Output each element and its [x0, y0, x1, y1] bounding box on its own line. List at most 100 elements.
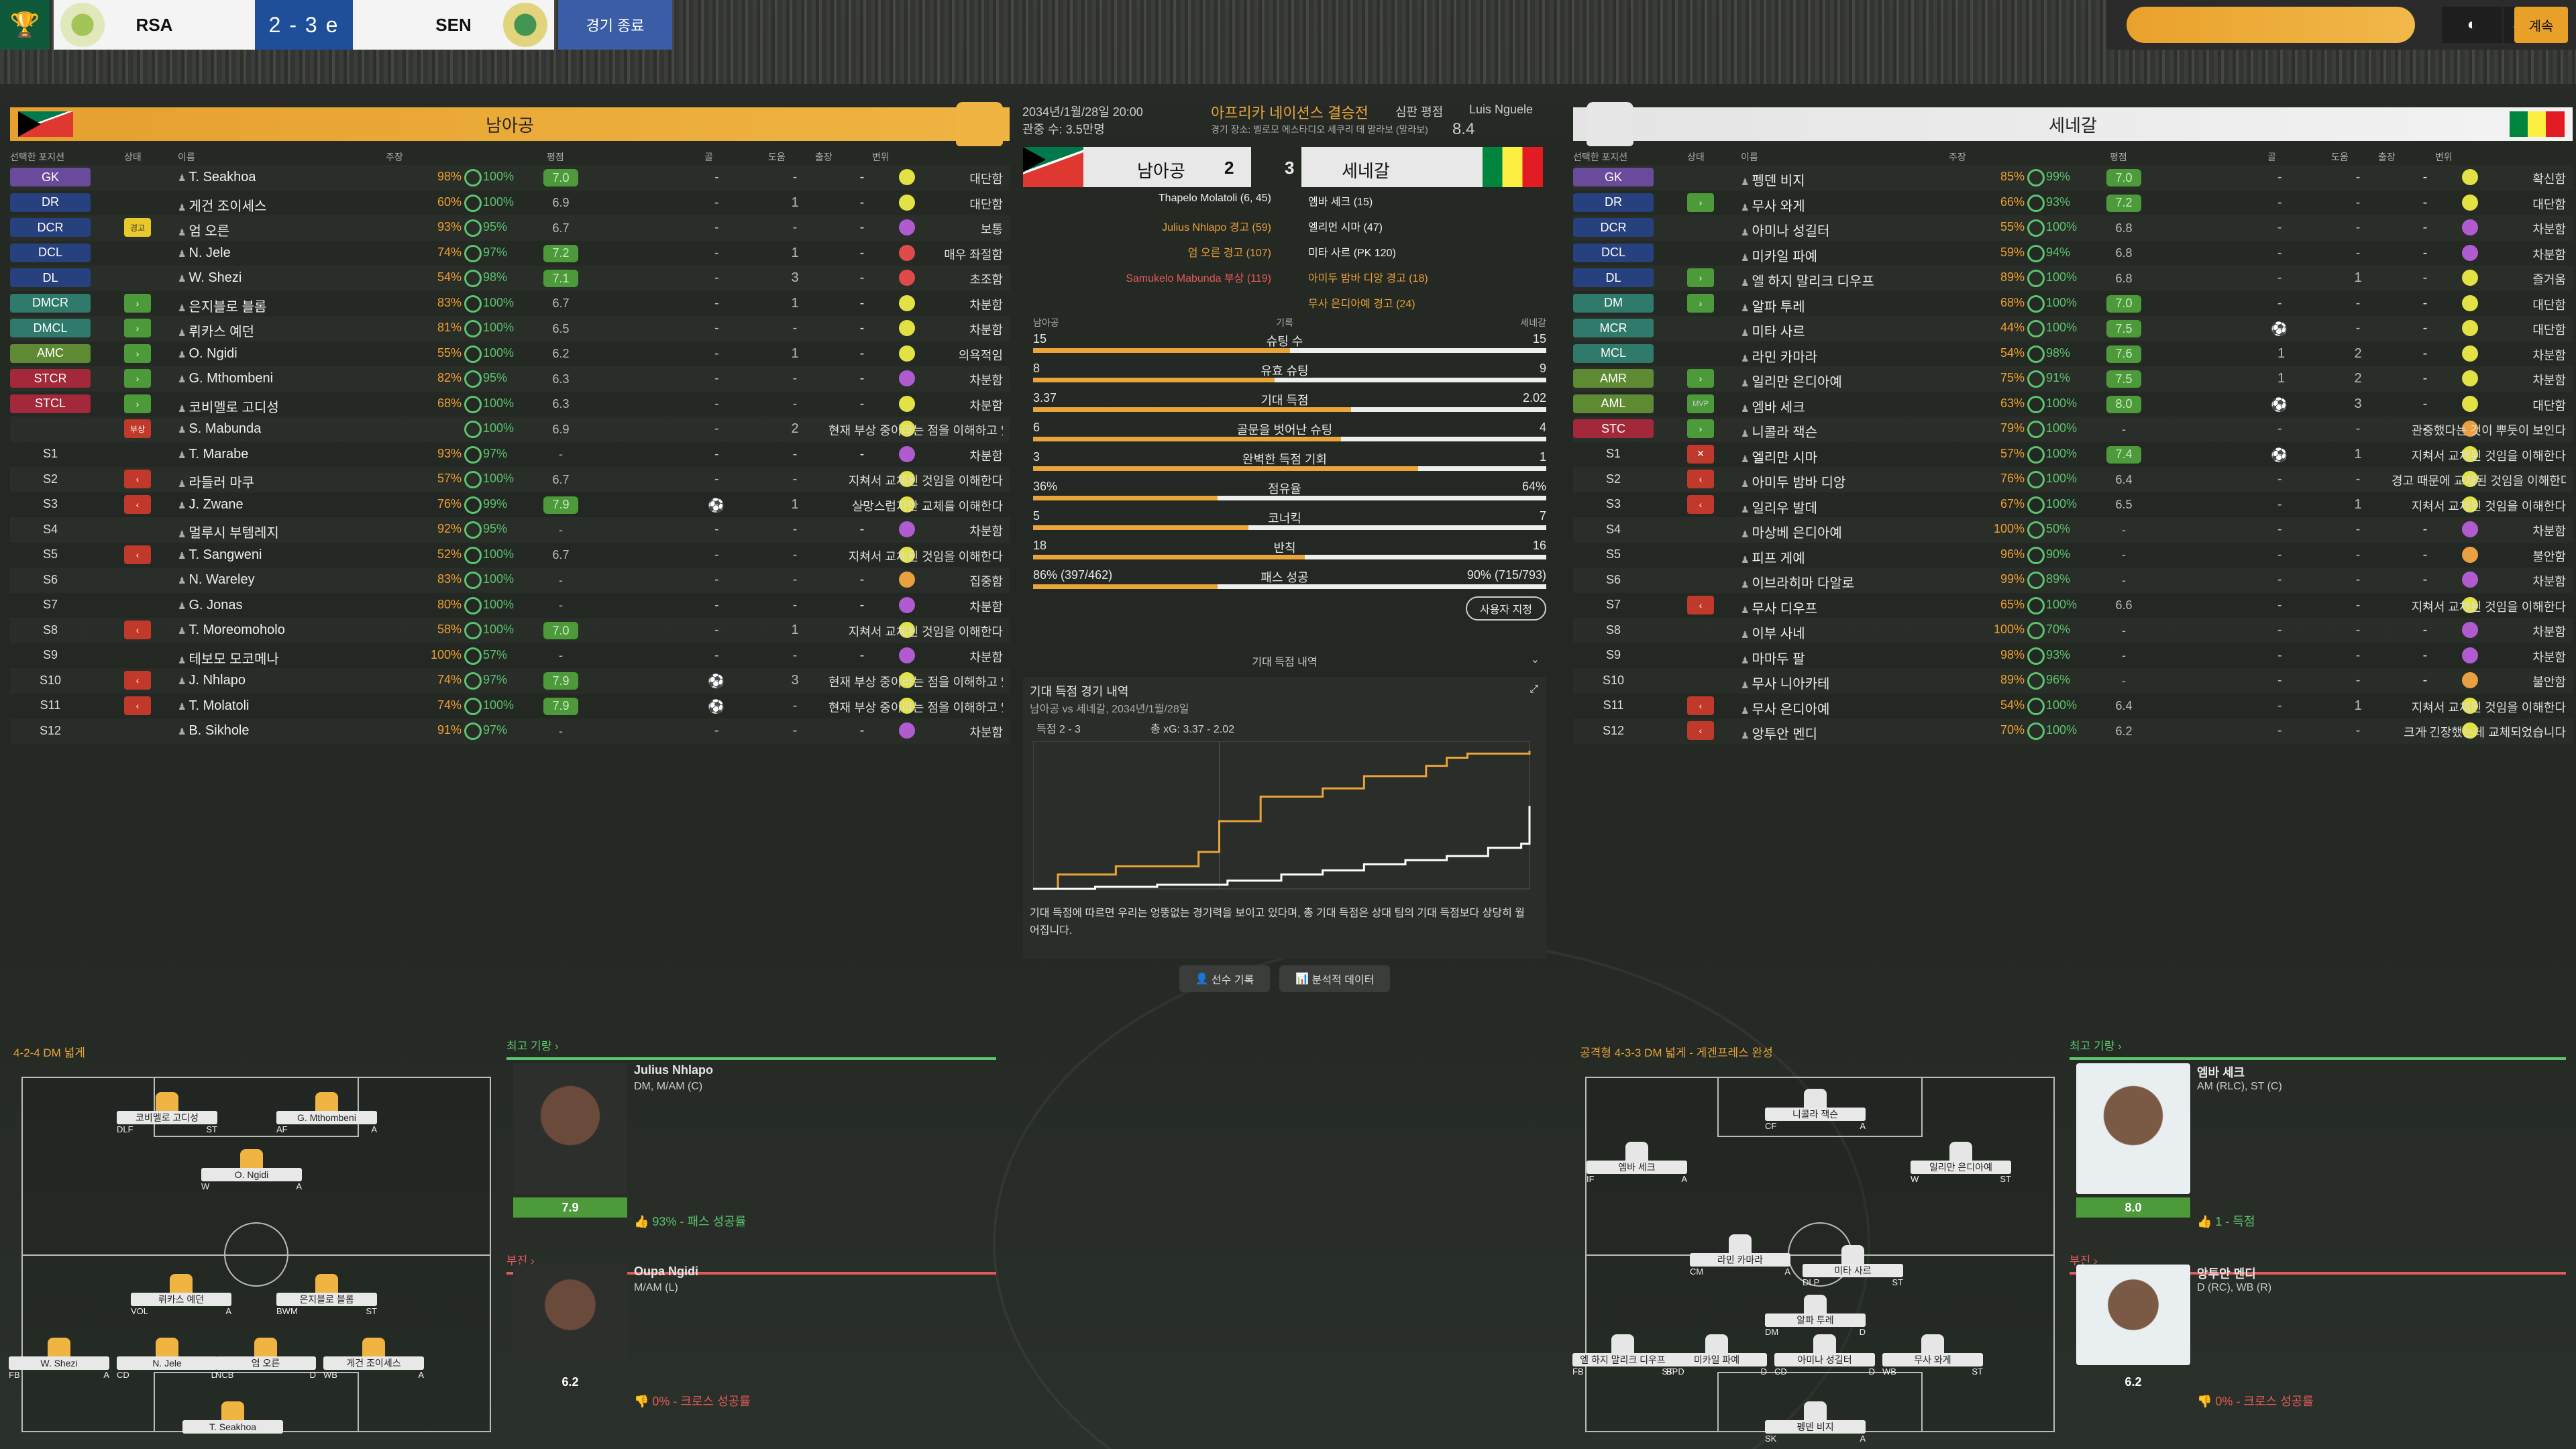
player-token[interactable]: 코비멜로 고디성 DLF ST	[117, 1092, 217, 1135]
player-row[interactable]: S5 피프 게예 96% 90% - - - - 불안함	[1573, 543, 2573, 568]
column-header[interactable]: 변위	[872, 152, 890, 162]
best-label[interactable]: 최고 기량 ›	[2070, 1040, 2122, 1053]
player-name[interactable]: 마상베 은디아예	[1741, 522, 1841, 541]
player-row[interactable]: GK 펭덴 비지 85% 99% 7.0 - - - 확신함	[1573, 165, 2573, 191]
player-row[interactable]: S9 테보모 모코메나 100% 57% - - - - 차분함	[10, 643, 1010, 669]
player-token[interactable]: 미타 사르 DLP ST	[1803, 1245, 1903, 1288]
player-row[interactable]: DCL 미카일 파예 59% 94% 6.8 - - - 차분함	[1573, 241, 2573, 266]
player-token[interactable]: 알파 투레 DM D	[1765, 1295, 1866, 1338]
status-badge[interactable]: ‹	[124, 494, 151, 514]
column-header[interactable]: 주장	[1949, 152, 1966, 162]
column-header[interactable]: 상태	[124, 152, 142, 162]
status-badge[interactable]: ‹	[124, 545, 151, 564]
match-speed-bar[interactable]	[2127, 7, 2415, 43]
column-header[interactable]: 이름	[178, 152, 195, 162]
column-header[interactable]: 골	[2267, 152, 2276, 162]
player-name[interactable]: 무사 와게	[1741, 195, 1805, 215]
player-name[interactable]: T. Sangweni	[178, 547, 262, 563]
player-token[interactable]: N. Jele CD D	[117, 1337, 217, 1381]
player-name[interactable]: 엘리만 시마	[1741, 447, 1817, 466]
player-name[interactable]: J. Zwane	[178, 497, 243, 513]
player-name[interactable]: G. Jonas	[178, 598, 242, 613]
away-team-box[interactable]: SEN	[353, 0, 554, 50]
player-name[interactable]: W. Shezi	[178, 270, 241, 286]
column-header[interactable]: 상태	[1687, 152, 1705, 162]
player-name[interactable]: 엄 오른	[178, 220, 229, 239]
player-row[interactable]: S1 T. Marabe 93% 97% - - - - 차분함	[10, 442, 1010, 468]
player-name[interactable]: T. Moreomoholo	[178, 623, 284, 638]
player-name[interactable]: 무사 디우프	[1741, 598, 1817, 617]
column-header[interactable]: 변위	[2435, 152, 2453, 162]
player-token[interactable]: 게건 조이세스 WB A	[323, 1337, 424, 1381]
player-name[interactable]: 이브라히마 다알로	[1741, 572, 1854, 592]
column-header[interactable]: 선택한 포지션	[10, 152, 65, 162]
status-badge[interactable]: 부상	[124, 419, 151, 438]
player-name[interactable]: 알파 투레	[1741, 296, 1805, 315]
column-header[interactable]: 출장	[815, 152, 833, 162]
player-name[interactable]: 아미나 성길터	[1741, 220, 1829, 239]
player-name[interactable]: 뤼카스 예던	[178, 321, 254, 340]
player-token[interactable]: 엄 오른 NCB D	[215, 1337, 316, 1381]
player-token[interactable]: 라민 카마라 CM A	[1690, 1234, 1790, 1277]
player-token[interactable]: 뤼카스 예던 VOL A	[131, 1273, 231, 1317]
status-badge[interactable]: ›	[124, 343, 151, 363]
player-name[interactable]: 일리만 은디아예	[1741, 371, 1841, 390]
status-badge[interactable]: ‹	[1687, 721, 1714, 740]
player-token[interactable]: T. Seakhoa	[182, 1401, 283, 1444]
player-row[interactable]: DMCL › 뤼카스 예던 81% 100% 6.5 - - - 차분함	[10, 316, 1010, 341]
expand-icon[interactable]: ⤢	[1529, 684, 1538, 695]
status-badge[interactable]: ›	[124, 369, 151, 388]
player-name[interactable]: T. Molatoli	[178, 698, 249, 714]
player-row[interactable]: STCR › G. Mthombeni 82% 95% 6.3 - - - 차분함	[10, 366, 1010, 392]
player-name[interactable]: 앙투안 멘디	[1741, 723, 1817, 743]
player-name[interactable]: N. Wareley	[178, 572, 254, 588]
player-row[interactable]: S12 B. Sikhole 91% 97% - - - - 차분함	[10, 718, 1010, 744]
analysis-button[interactable]: 📊 분석적 데이터	[1279, 965, 1391, 992]
continue-button[interactable]: 계속	[2514, 7, 2568, 43]
player-name[interactable]: 마마두 팔	[1741, 648, 1805, 667]
player-row[interactable]: GK T. Seakhoa 98% 100% 7.0 - - - 대단함	[10, 165, 1010, 191]
player-name[interactable]: 니콜라 잭슨	[1741, 421, 1817, 441]
view-toggle-icon[interactable]: ◐	[2442, 7, 2502, 43]
player-row[interactable]: DCL N. Jele 74% 97% 7.2 - 1 - 매우 좌절함	[10, 241, 1010, 266]
away-best-card[interactable]: 8.0 엠바 세크 AM (RLC), ST (C) 👍 1 - 득점	[2070, 1063, 2559, 1265]
status-badge[interactable]: ‹	[124, 671, 151, 690]
player-token[interactable]: 엠바 세크 IF A	[1587, 1142, 1687, 1185]
player-name[interactable]: 라들러 마쿠	[178, 472, 254, 491]
player-token[interactable]: 니콜라 잭슨 CF A	[1765, 1088, 1866, 1132]
status-badge[interactable]: ›	[1687, 193, 1714, 212]
player-name[interactable]: 펭덴 비지	[1741, 170, 1805, 189]
player-row[interactable]: AMC › O. Ngidi 55% 100% 6.2 - 1 - 의욕적임	[10, 341, 1010, 367]
player-token[interactable]: 펭덴 비지 SK A	[1765, 1401, 1866, 1444]
xg-section-toggle[interactable]: 기대 득점 내역 ⌄	[1013, 653, 1556, 673]
player-name[interactable]: S. Mabunda	[178, 421, 261, 437]
player-name[interactable]: 라민 카마라	[1741, 346, 1817, 366]
status-badge[interactable]: ›	[1687, 293, 1714, 313]
column-header[interactable]: 선택한 포지션	[1573, 152, 1628, 162]
player-row[interactable]: S4 마상베 은디아예 100% 50% - - - - 차분함	[1573, 517, 2573, 543]
column-header[interactable]: 골	[704, 152, 713, 162]
best-label[interactable]: 최고 기량 ›	[506, 1040, 559, 1053]
home-best-card[interactable]: 7.9 Julius Nhlapo DM, M/AM (C) 👍 93% - 패…	[506, 1063, 996, 1265]
status-badge[interactable]: ‹	[1687, 494, 1714, 514]
player-name[interactable]: O. Ngidi	[178, 346, 237, 362]
player-name[interactable]: N. Jele	[178, 246, 230, 261]
player-token[interactable]: W. Shezi FB A	[9, 1337, 109, 1381]
player-name[interactable]: 일리우 발데	[1741, 497, 1817, 517]
home-worst-card[interactable]: 6.2 Oupa Ngidi M/AM (L) 👎 0% - 크로스 성공률	[506, 1265, 996, 1449]
status-badge[interactable]: ‹	[124, 696, 151, 715]
player-name[interactable]: 엠바 세크	[1741, 396, 1805, 416]
status-badge[interactable]: ›	[124, 394, 151, 413]
column-header[interactable]: 도움	[768, 152, 786, 162]
